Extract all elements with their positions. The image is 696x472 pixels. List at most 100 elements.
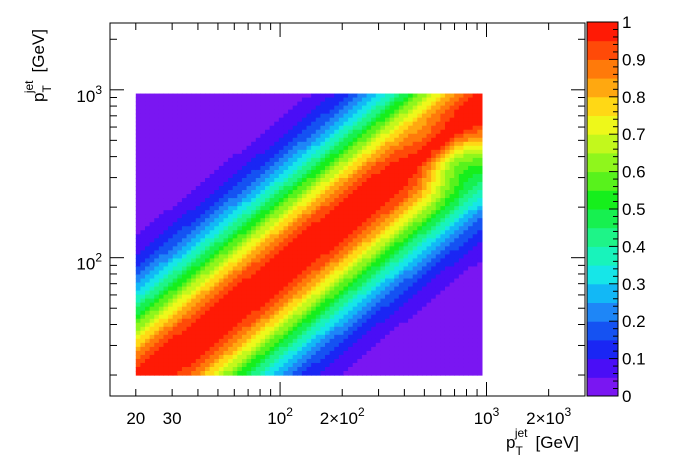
heatmap-cell: [228, 258, 234, 264]
heatmap-cell: [440, 218, 446, 223]
heatmap-cell: [431, 161, 437, 167]
heatmap-cell: [334, 101, 340, 107]
heatmap-cell: [338, 262, 345, 268]
heatmap-cell: [246, 133, 252, 139]
heatmap-cell: [195, 342, 201, 348]
heatmap-cell: [274, 234, 280, 239]
heatmap-cell: [288, 254, 294, 260]
heatmap-cell: [278, 346, 285, 352]
heatmap-cell: [200, 218, 206, 223]
heatmap-cell: [251, 149, 257, 155]
heatmap-cell: [288, 318, 294, 324]
heatmap-cell: [431, 206, 437, 211]
heatmap-cell: [380, 366, 386, 372]
heatmap-cell: [241, 117, 248, 123]
heatmap-cell: [297, 262, 303, 268]
heatmap-cell: [181, 161, 188, 167]
heatmap-cell: [361, 250, 368, 255]
heatmap-cell: [260, 157, 266, 163]
heatmap-cell: [297, 350, 303, 356]
heatmap-cell: [145, 177, 151, 183]
heatmap-cell: [163, 141, 169, 147]
heatmap-cell: [209, 230, 215, 235]
heatmap-cell: [283, 190, 289, 195]
heatmap-cell: [209, 226, 215, 231]
heatmap-cell: [334, 186, 340, 191]
heatmap-cell: [181, 270, 188, 276]
heatmap-cell: [463, 169, 469, 175]
heatmap-cell: [311, 149, 317, 155]
heatmap-cell: [426, 157, 432, 163]
heatmap-cell: [311, 318, 317, 324]
heatmap-cell: [412, 246, 418, 251]
heatmap-cell: [218, 214, 225, 219]
heatmap-cell: [366, 246, 372, 251]
heatmap-cell: [444, 101, 451, 107]
heatmap-cell: [449, 298, 455, 304]
heatmap-cell: [241, 371, 248, 376]
heatmap-cell: [389, 334, 395, 340]
heatmap-cell: [389, 282, 395, 288]
heatmap-cell: [334, 234, 340, 239]
heatmap-cell: [154, 161, 160, 167]
heatmap-cell: [181, 194, 188, 199]
heatmap-cell: [246, 141, 252, 147]
heatmap-cell: [191, 270, 197, 276]
heatmap-cell: [398, 97, 405, 103]
heatmap-cell: [181, 238, 188, 243]
heatmap-cell: [426, 278, 432, 284]
heatmap-cell: [403, 354, 409, 360]
heatmap-cell: [241, 338, 248, 344]
heatmap-cell: [403, 326, 409, 332]
heatmap-cell: [306, 121, 312, 127]
heatmap-cell: [389, 161, 395, 167]
heatmap-cell: [375, 177, 381, 183]
heatmap-cell: [140, 141, 146, 147]
heatmap-cell: [385, 286, 391, 292]
heatmap-cell: [380, 350, 386, 356]
heatmap-cell: [251, 342, 257, 348]
heatmap-cell: [435, 109, 441, 115]
heatmap-cell: [357, 125, 363, 131]
heatmap-cell: [158, 306, 165, 312]
heatmap-cell: [412, 173, 418, 179]
heatmap-cell: [366, 366, 372, 372]
heatmap-cell: [357, 342, 363, 348]
heatmap-cell: [209, 302, 215, 308]
heatmap-cell: [352, 258, 358, 264]
heatmap-cell: [361, 338, 368, 344]
heatmap-cell: [168, 362, 174, 368]
heatmap-cell: [255, 334, 261, 340]
heatmap-cell: [297, 298, 303, 304]
heatmap-cell: [274, 310, 280, 316]
heatmap-cell: [435, 230, 441, 235]
heatmap-cell: [403, 153, 409, 159]
heatmap-cell: [149, 214, 155, 219]
heatmap-cell: [214, 198, 220, 203]
heatmap-cell: [334, 198, 340, 203]
heatmap-cell: [412, 358, 418, 364]
heatmap-cell: [380, 230, 386, 235]
heatmap-cell: [431, 286, 437, 292]
heatmap-cell: [352, 161, 358, 167]
heatmap-cell: [278, 125, 285, 131]
heatmap-cell: [343, 294, 349, 300]
heatmap-cell: [412, 190, 418, 195]
heatmap-cell: [237, 342, 243, 348]
heatmap-cell: [334, 286, 340, 292]
heatmap-cell: [195, 282, 201, 288]
heatmap-cell: [334, 145, 340, 151]
heatmap-cell: [315, 165, 321, 171]
heatmap-cell: [352, 97, 358, 103]
heatmap-cell: [154, 346, 160, 352]
heatmap-cell: [218, 350, 225, 356]
heatmap-cell: [334, 129, 340, 135]
heatmap-cell: [398, 330, 405, 336]
heatmap-cell: [348, 286, 354, 292]
heatmap-cell: [278, 250, 285, 255]
heatmap-cell: [283, 133, 289, 139]
heatmap-cell: [320, 186, 326, 191]
heatmap-cell: [154, 282, 160, 288]
heatmap-cell: [274, 314, 280, 320]
heatmap-cell: [348, 113, 354, 119]
